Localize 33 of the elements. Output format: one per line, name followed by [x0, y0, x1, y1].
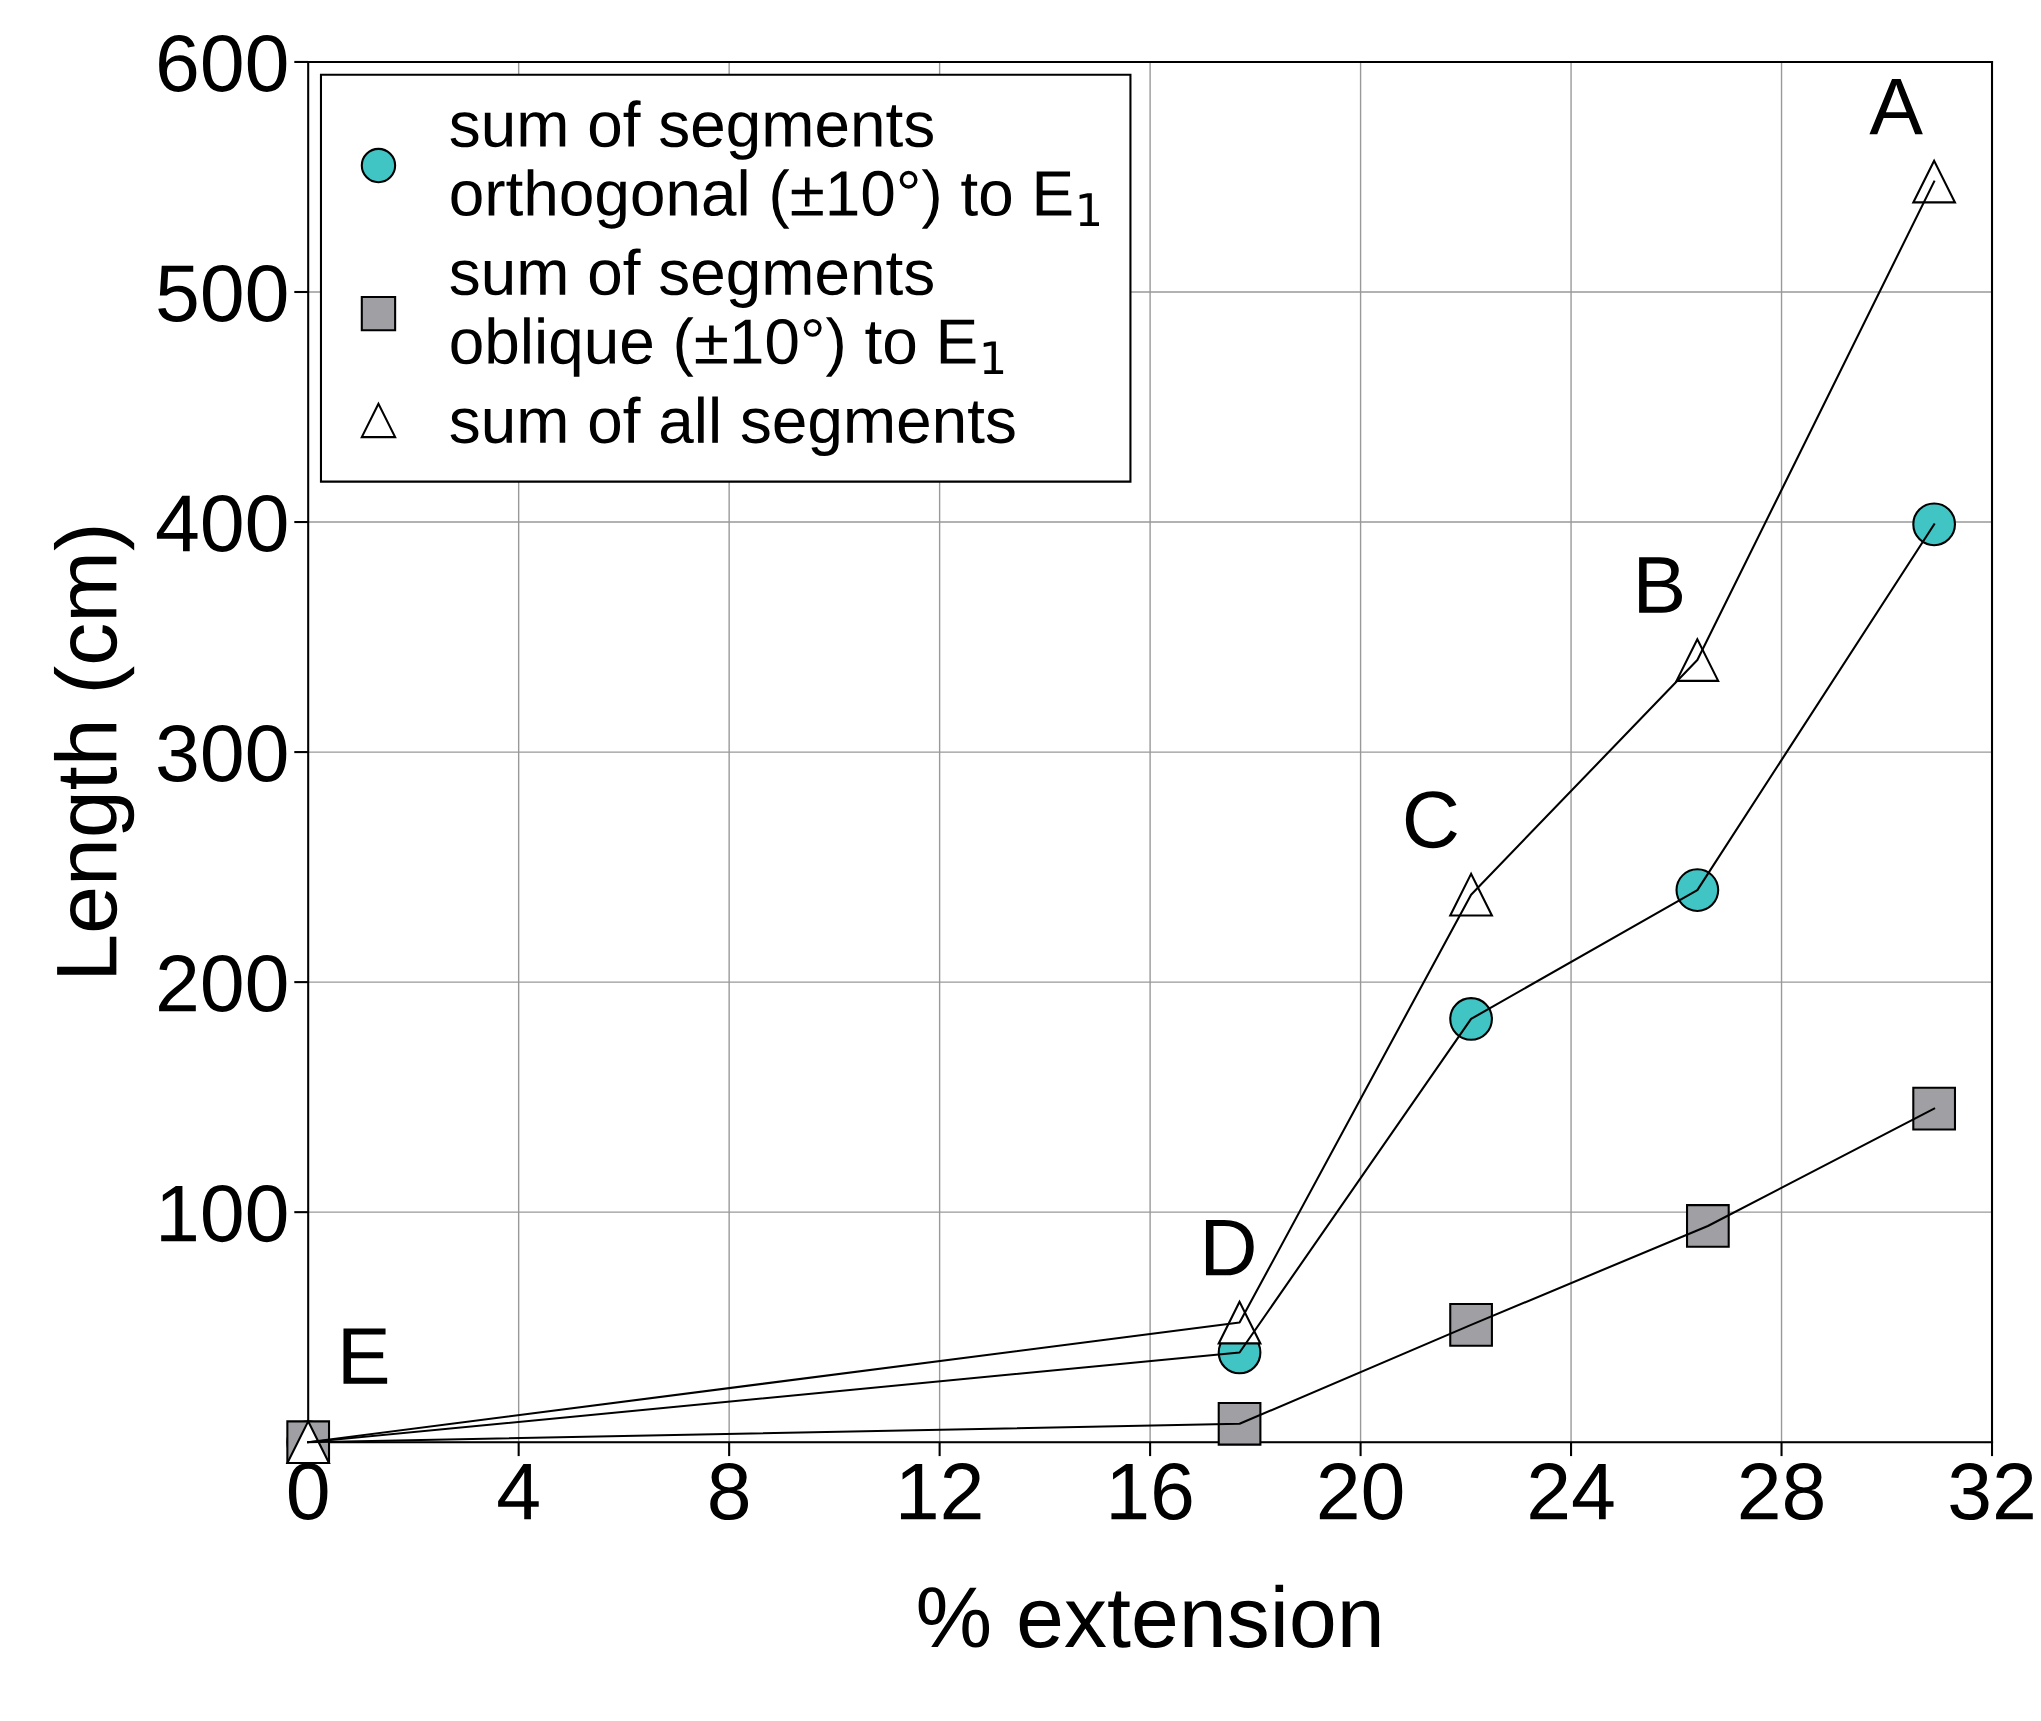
x-tick-label: 4	[498, 1463, 539, 1520]
point	[1686, 1204, 1730, 1248]
legend-label: sum of segments orthogonal (±10°) to E$_{1}$	[450, 100, 1099, 229]
y-tick-label: 600	[159, 34, 287, 92]
y-tick-label: 400	[156, 494, 287, 553]
x-tick-label: 28	[1740, 1463, 1823, 1521]
annotation: D	[1205, 1219, 1254, 1276]
x-tick-label: 32	[1950, 1463, 2033, 1521]
legend-label: sum of all segments	[450, 396, 1015, 457]
point	[1449, 997, 1493, 1041]
x-tick-label: 0	[288, 1463, 328, 1521]
x-tick-label: 16	[1111, 1463, 1192, 1521]
annotation: A	[1869, 78, 1923, 135]
y-axis-title: Length (cm)	[53, 527, 135, 975]
point	[1912, 502, 1957, 547]
legend-label: sum of segments oblique (±10°) to E$_{1}$	[450, 248, 1004, 377]
annotation: E	[343, 1328, 388, 1384]
y-tick-label: 300	[158, 725, 287, 783]
y-tick-label: 500	[158, 264, 287, 322]
y-tick-label: 200	[159, 955, 287, 1013]
x-tick-label: 12	[900, 1463, 981, 1520]
point	[1449, 1303, 1493, 1347]
x-tick-label: 24	[1530, 1463, 1614, 1520]
point	[1675, 868, 1720, 912]
point	[1217, 1401, 1262, 1446]
point	[1912, 1086, 1957, 1131]
annotation: C	[1405, 791, 1457, 849]
annotation: B	[1639, 557, 1682, 613]
point	[1217, 1300, 1262, 1345]
x-axis-title: % extension	[918, 1584, 1380, 1648]
x-tick-label: 8	[710, 1463, 749, 1521]
y-tick-label: 100	[161, 1185, 287, 1243]
x-tick-label: 20	[1319, 1463, 1403, 1521]
